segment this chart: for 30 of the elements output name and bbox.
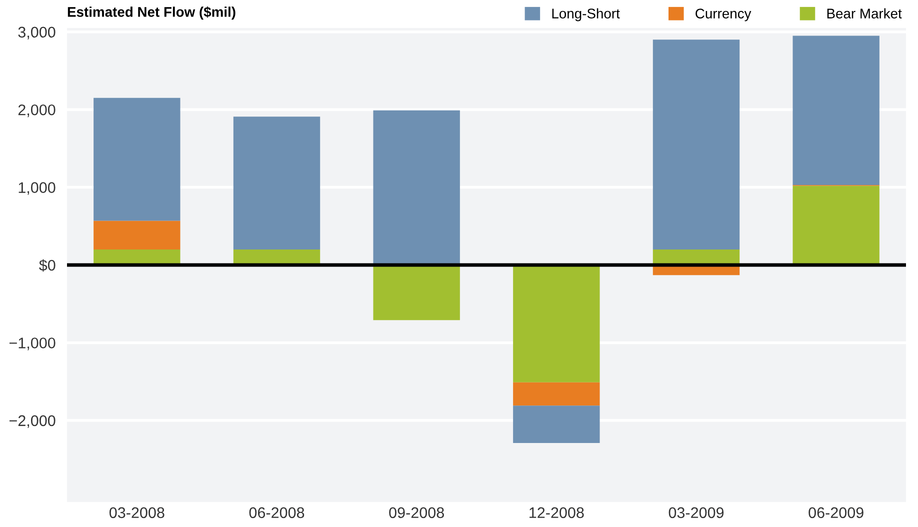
y-tick-label: 2,000 [18, 104, 56, 118]
bar [233, 116, 320, 250]
bar [94, 249, 180, 265]
bar [513, 406, 600, 443]
bar [94, 98, 180, 221]
bar [652, 249, 740, 265]
x-tick-label: 06-2008 [249, 507, 304, 518]
bar [373, 110, 460, 264]
y-tick-label: −2,000 [9, 415, 56, 428]
bar [513, 382, 600, 406]
x-tick-label: 12-2008 [530, 507, 584, 518]
bar [513, 265, 600, 382]
y-tick-label: $0 [39, 259, 56, 272]
bar [94, 220, 180, 250]
x-tick-label: 06-2009 [808, 507, 864, 518]
y-tick-label: 3,000 [18, 26, 56, 40]
x-tick-label: 09-2008 [389, 507, 444, 518]
chart-title: Estimated Net Flow ($mil) [68, 6, 236, 20]
legend-label: Currency [696, 8, 752, 22]
bar [233, 249, 320, 265]
y-tick-label: 1,000 [18, 182, 56, 195]
bar [792, 186, 880, 265]
bar [792, 36, 880, 185]
x-tick-label: 03-2009 [668, 507, 724, 518]
legend-label: Bear Market [827, 8, 902, 18]
bar [652, 40, 740, 250]
bar [373, 265, 460, 320]
y-tick-label: −1,000 [9, 338, 56, 350]
x-tick-label: 03-2008 [109, 507, 164, 518]
legend-label: Long-Short [552, 8, 620, 22]
